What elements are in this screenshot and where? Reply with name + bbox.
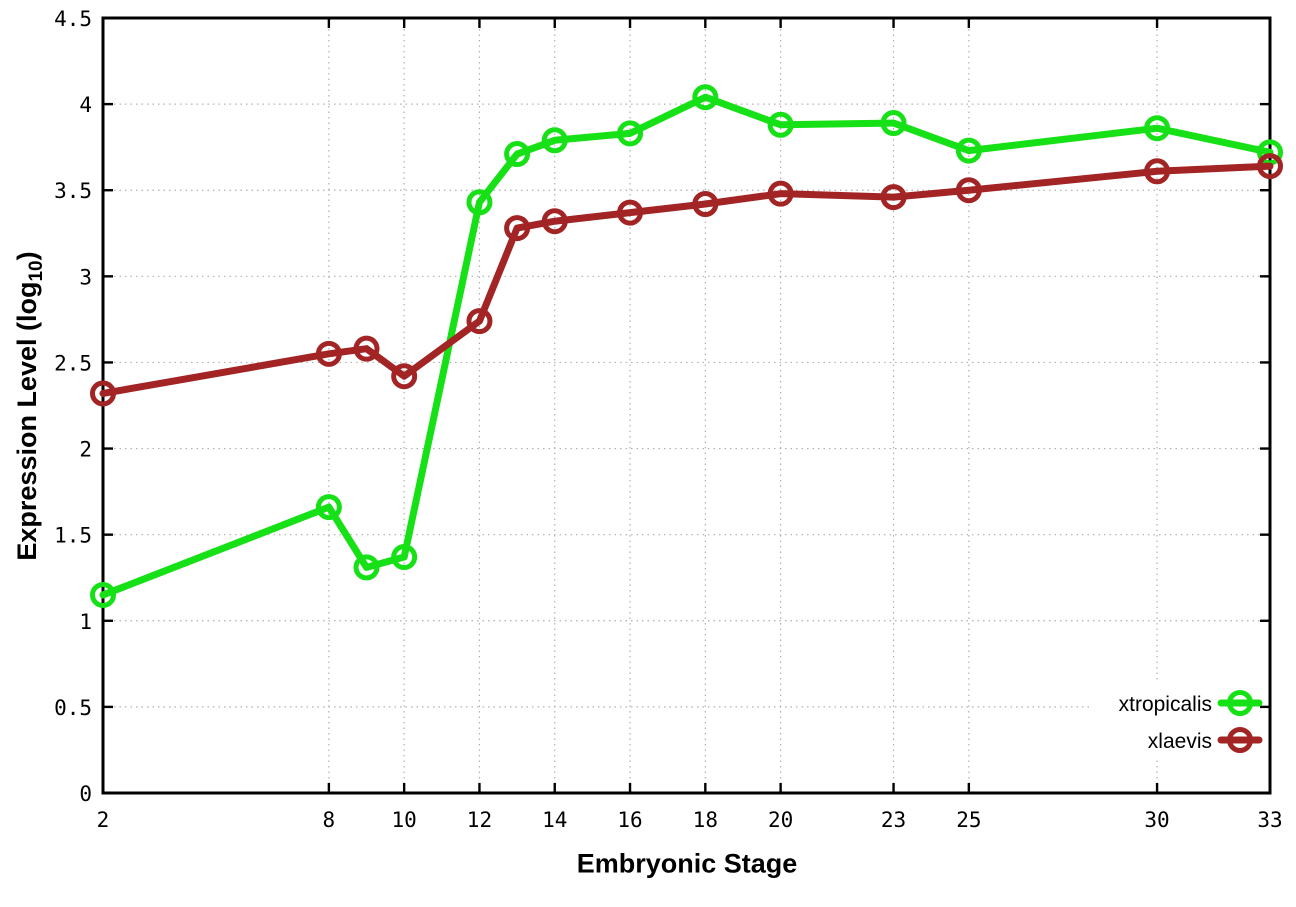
y-axis-title-text: Expression Level (log — [11, 281, 42, 561]
data-point-xtropicalis — [880, 110, 907, 137]
x-tick-label: 14 — [542, 808, 567, 832]
series-line-xlaevis — [99, 162, 1274, 397]
data-point-xlaevis — [1257, 153, 1283, 180]
data-point-xtropicalis — [391, 544, 418, 571]
legend-marker-xlaevis — [1227, 727, 1253, 753]
y-tick-label: 2.5 — [54, 351, 92, 375]
data-point-xlaevis — [880, 184, 907, 211]
y-tick-label: 4.5 — [54, 7, 92, 31]
x-tick-label: 18 — [693, 808, 718, 832]
legend-label-xlaevis: xlaevis — [1148, 730, 1212, 753]
data-point-xlaevis — [767, 180, 794, 207]
data-point-xlaevis — [504, 215, 531, 242]
x-tick-label: 23 — [881, 808, 906, 832]
x-tick-label: 20 — [768, 808, 793, 832]
y-tick-label: 2 — [79, 438, 92, 462]
x-tick-label: 2 — [97, 808, 110, 832]
y-tick-label: 3 — [79, 265, 92, 289]
data-point-xtropicalis — [955, 137, 982, 164]
data-point-xtropicalis — [541, 127, 568, 154]
legend-label-xtropicalis: xtropicalis — [1119, 693, 1212, 716]
x-axis-title-text: Embryonic Stage — [576, 848, 798, 879]
x-tick-label: 12 — [467, 808, 492, 832]
x-tick-label: 30 — [1144, 808, 1169, 832]
data-point-xtropicalis — [90, 581, 116, 608]
data-point-xlaevis — [315, 340, 342, 367]
data-point-xtropicalis — [315, 494, 342, 521]
y-axis-title-subscript: 10 — [26, 260, 48, 282]
data-point-xtropicalis — [466, 189, 493, 216]
y-tick-label: 1 — [79, 610, 92, 634]
data-point-xlaevis — [466, 308, 493, 335]
legend-marker-xtropicalis — [1227, 690, 1253, 716]
data-point-xlaevis — [617, 199, 644, 226]
y-axis-title: Expression Level (log10) — [12, 251, 48, 560]
data-point-xtropicalis — [767, 111, 794, 138]
x-tick-label: 25 — [956, 808, 981, 832]
data-point-xlaevis — [541, 208, 568, 235]
series-line-xtropicalis — [99, 93, 1274, 599]
x-tick-label: 16 — [617, 808, 642, 832]
data-point-xlaevis — [692, 191, 719, 217]
y-tick-label: 1.5 — [54, 524, 92, 548]
data-point-xlaevis — [391, 363, 418, 390]
y-axis-title-suffix: ) — [11, 251, 42, 261]
y-tick-label: 3.5 — [54, 179, 92, 203]
y-tick-label: 0 — [79, 782, 92, 806]
data-point-xtropicalis — [1144, 115, 1171, 142]
y-tick-label: 0.5 — [54, 696, 92, 720]
data-point-xtropicalis — [692, 84, 719, 111]
data-point-xtropicalis — [353, 554, 380, 581]
data-point-xlaevis — [353, 335, 380, 362]
data-point-xtropicalis — [617, 120, 644, 147]
x-tick-label: 10 — [392, 808, 417, 832]
x-tick-label: 8 — [323, 808, 336, 832]
data-point-xlaevis — [955, 177, 982, 204]
x-tick-label: 33 — [1257, 808, 1282, 832]
data-point-xtropicalis — [504, 141, 531, 168]
x-axis-title: Embryonic Stage — [577, 849, 798, 880]
data-point-xlaevis — [1144, 158, 1171, 185]
data-point-xlaevis — [90, 380, 116, 407]
y-tick-label: 4 — [79, 93, 92, 117]
